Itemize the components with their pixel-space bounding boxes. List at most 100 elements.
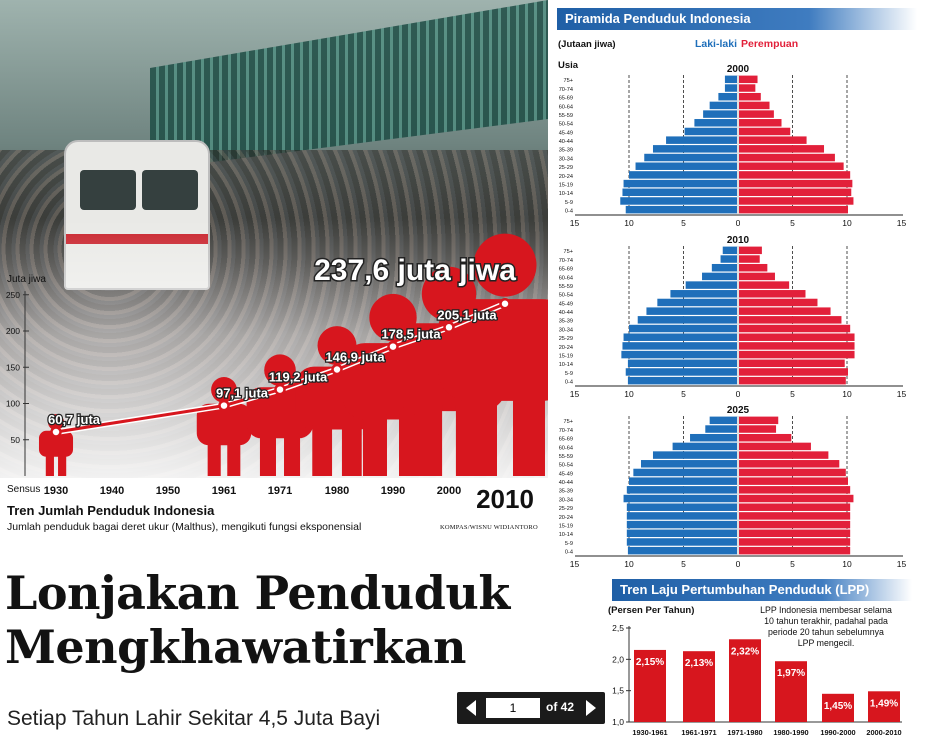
bar-male — [629, 171, 737, 179]
bar-female — [739, 197, 854, 205]
age-group-label: 20-24 — [559, 345, 573, 351]
next-page-icon[interactable] — [586, 700, 596, 716]
age-group-label: 15-19 — [559, 182, 573, 188]
value-label: 146,9 juta — [325, 349, 385, 364]
age-group-label: 15-19 — [559, 523, 573, 529]
x-tick-label: 0 — [736, 218, 741, 228]
bar-male — [672, 442, 737, 451]
x-tick-label: 5 — [790, 218, 795, 228]
age-group-label: 10-14 — [559, 532, 573, 538]
bar-female — [739, 127, 791, 136]
value-label: 97,1 juta — [216, 386, 269, 401]
page-navigator: of 42 — [457, 692, 605, 724]
age-group-label: 10-14 — [559, 362, 573, 368]
bar-male — [623, 179, 737, 188]
previous-page-icon[interactable] — [466, 700, 476, 716]
x-tick-label: 5 — [681, 218, 686, 228]
bar-male — [622, 188, 737, 197]
bar-female — [739, 451, 829, 459]
silhouette-leg-left — [207, 442, 221, 476]
bar-male — [646, 307, 737, 315]
age-group-label: 35-39 — [559, 319, 573, 325]
lpp-note-line: LPP Indonesia membesar selama — [760, 605, 892, 615]
age-group-label: 35-39 — [559, 148, 573, 154]
age-group-label: 30-34 — [559, 327, 573, 333]
bar-female — [739, 110, 774, 118]
bar-female — [739, 376, 846, 385]
headline: Lonjakan Penduduk Mengkhawatirkan — [5, 566, 510, 674]
bar-male — [629, 324, 737, 333]
age-group-label: 45-49 — [559, 130, 573, 136]
x-tick-label: 1990-2000 — [820, 728, 855, 737]
bar-male — [685, 281, 737, 289]
bar-female — [739, 92, 761, 101]
bar-female — [739, 468, 846, 477]
x-tick-label: 5 — [790, 389, 795, 399]
age-group-label: 75+ — [564, 249, 574, 255]
silhouette-leg-right — [58, 454, 67, 476]
bar-male — [652, 451, 737, 459]
age-group-label: 25-29 — [559, 336, 573, 342]
silhouette-torso — [196, 403, 252, 446]
bar-male — [629, 477, 737, 485]
age-group-label: 75+ — [564, 78, 574, 84]
bar-male — [690, 433, 737, 442]
page-count-label: of 42 — [546, 700, 575, 714]
age-group-label: 35-39 — [559, 489, 573, 495]
bar-male — [720, 255, 737, 263]
bar-male — [637, 316, 737, 324]
bar-female — [739, 324, 851, 333]
age-group-label: 5-9 — [565, 541, 573, 547]
bar-male — [635, 162, 737, 170]
silhouette-leg-right — [341, 425, 362, 476]
x-tick-label: 5 — [790, 559, 795, 569]
silhouette-leg-left — [414, 404, 443, 476]
y-tick-label: 150 — [6, 362, 20, 372]
silhouette-leg-left — [465, 393, 498, 476]
age-group-label: 65-69 — [559, 437, 573, 443]
data-point — [274, 383, 286, 396]
bar-female — [739, 84, 756, 92]
bar-male — [622, 342, 737, 350]
x-tick-label: 15 — [570, 559, 580, 569]
age-group-label: 65-69 — [559, 96, 573, 102]
legend-female: Perempuan — [741, 38, 798, 50]
x-tick-label: 5 — [681, 559, 686, 569]
bar-male — [623, 333, 737, 341]
legend-male: Laki-laki — [695, 38, 737, 50]
silhouette-leg-left — [259, 434, 276, 476]
page-number-input[interactable] — [486, 698, 540, 718]
data-point — [387, 340, 399, 353]
age-group-label: 0-4 — [565, 209, 573, 215]
age-group-label: 15-19 — [559, 353, 573, 359]
bar-female — [739, 162, 844, 170]
value-label: 237,6 juta jiwa — [314, 254, 516, 287]
bar-female — [739, 316, 842, 324]
bar-male — [627, 546, 737, 555]
bar-male — [627, 376, 737, 385]
x-tick-label: 1930-1961 — [632, 728, 667, 737]
bar-male — [626, 486, 737, 494]
y-tick-label: 100 — [6, 399, 20, 409]
x-tick-label: 1971-1980 — [727, 728, 762, 737]
x-tick-label: 15 — [897, 389, 907, 399]
age-group-label: 50-54 — [559, 122, 573, 128]
bar-female — [739, 171, 851, 179]
pyramid-panel-2010: 2010 0-4 5-9 10-14 15-19 20-24 25-29 30-34 35-39… — [559, 235, 907, 399]
person-silhouette — [196, 376, 252, 476]
headline-line-1: Lonjakan Penduduk — [5, 566, 510, 620]
age-group-label: 40-44 — [559, 480, 573, 486]
y-tick-label: 1,5 — [612, 686, 624, 696]
age-group-label: 60-64 — [559, 445, 573, 451]
age-group-label: 65-69 — [559, 267, 573, 273]
bar-female — [739, 486, 851, 494]
bar-male — [722, 246, 737, 255]
bar-female — [739, 246, 762, 255]
pyramid-panel-2000: 2000 0-4 5-9 10-14 15-19 20-24 25-29 30-34 35-39… — [559, 64, 907, 228]
age-group-label: 50-54 — [559, 463, 573, 469]
bar-female — [739, 333, 855, 341]
x-tick-label: 1940 — [100, 485, 124, 497]
bar-male — [626, 512, 737, 520]
age-group-label: 5-9 — [565, 200, 573, 206]
bar-female — [739, 145, 825, 153]
